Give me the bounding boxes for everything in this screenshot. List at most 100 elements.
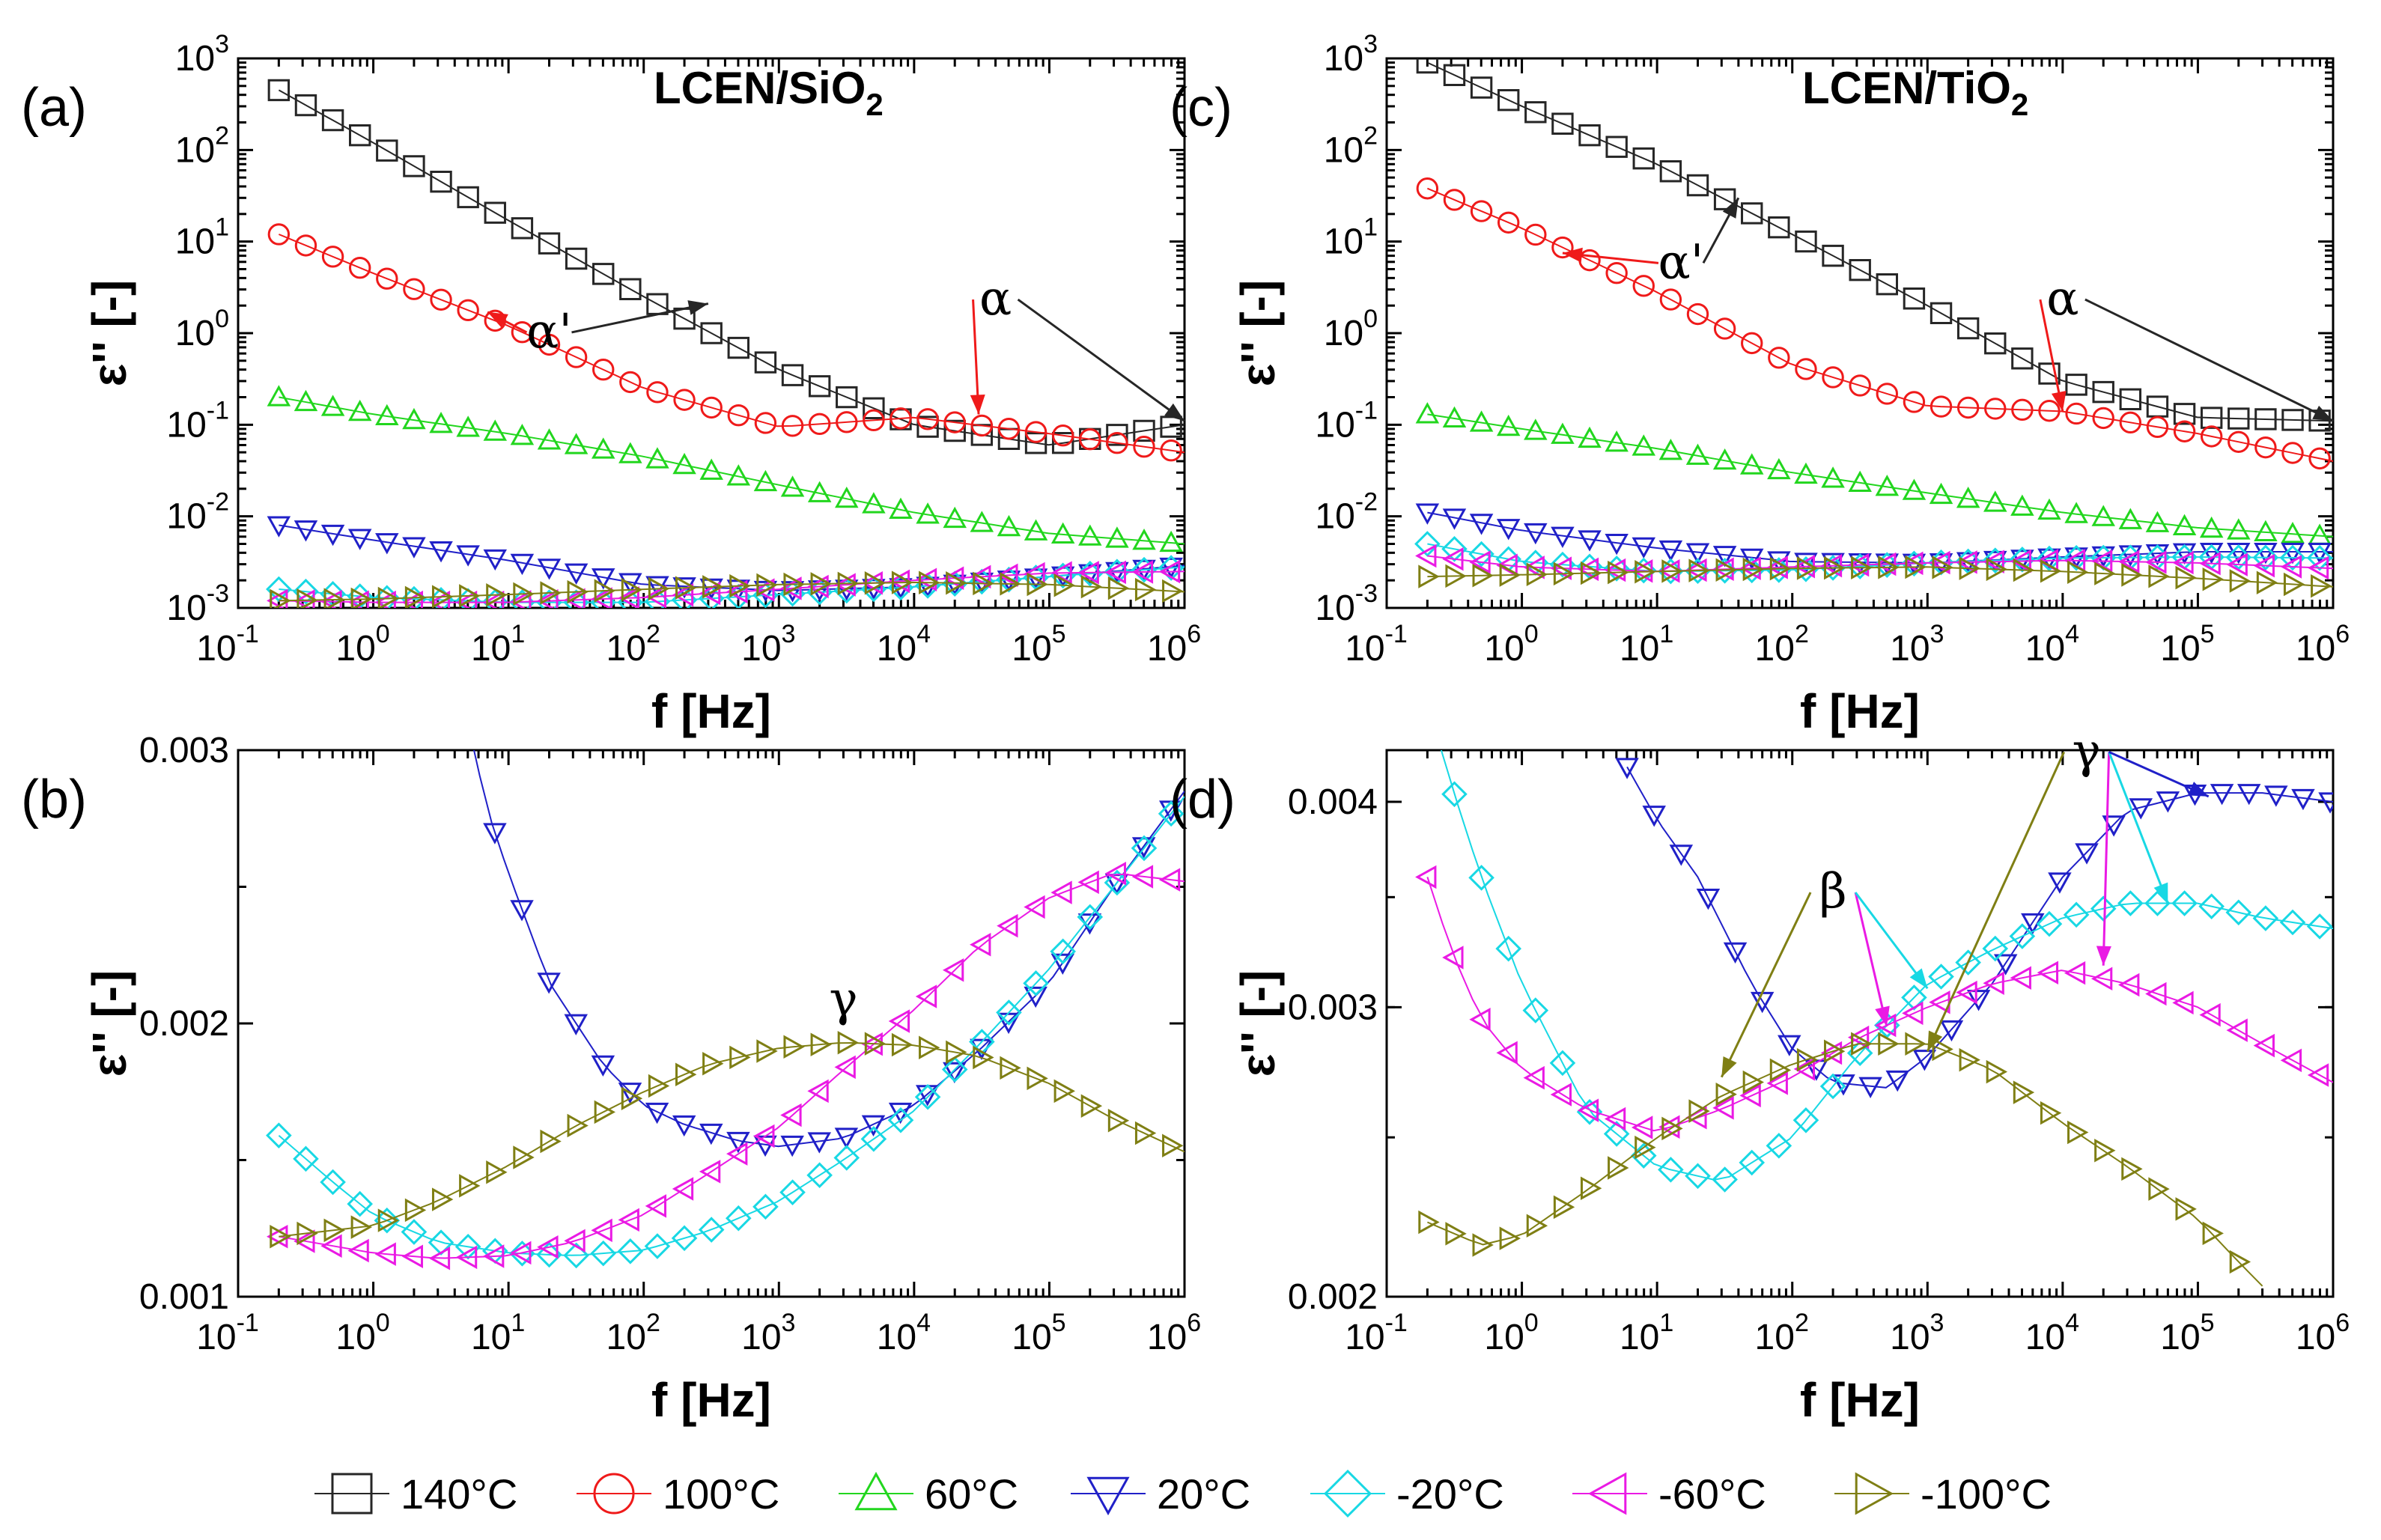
x-tick-label: 10-1 xyxy=(196,620,259,669)
annotation-arrowhead xyxy=(687,300,708,315)
plot-area-a xyxy=(266,79,1185,608)
y-tick-label: 100 xyxy=(1324,305,1378,353)
data-point xyxy=(1824,1039,1846,1064)
data-point xyxy=(1551,526,1575,548)
data-point xyxy=(2118,550,2140,573)
data-point xyxy=(349,124,371,147)
data-point xyxy=(294,94,317,117)
data-point xyxy=(567,579,589,604)
data-point xyxy=(293,578,319,605)
data-point xyxy=(1445,1222,1467,1246)
data-point xyxy=(2010,549,2031,573)
annotation-arrowhead xyxy=(1909,968,1928,989)
data-point xyxy=(2252,905,2279,931)
data-point xyxy=(672,582,694,607)
data-point xyxy=(1632,275,1655,297)
data-point xyxy=(2145,550,2167,574)
x-tick-label: 100 xyxy=(335,1309,389,1357)
data-point xyxy=(1578,426,1602,448)
data-point xyxy=(834,1127,859,1149)
data-point xyxy=(973,571,994,596)
data-point xyxy=(621,1086,643,1110)
data-point xyxy=(510,423,535,445)
data-point xyxy=(1414,531,1441,557)
data-point xyxy=(321,246,344,268)
data-point xyxy=(454,1233,481,1260)
data-point xyxy=(377,586,400,608)
data-point xyxy=(1162,579,1184,603)
annotation-arrowhead xyxy=(487,311,508,328)
data-point xyxy=(429,412,453,433)
annotation-label: α' xyxy=(1658,234,1704,290)
annotation-arrow xyxy=(2108,751,2169,904)
data-point xyxy=(1158,868,1181,892)
plot-frame-d xyxy=(1385,749,2335,1298)
data-point xyxy=(511,217,534,240)
data-point xyxy=(1132,529,1156,550)
data-point xyxy=(1470,200,1493,222)
data-point xyxy=(428,1246,451,1270)
data-point xyxy=(1549,1050,1576,1077)
data-point xyxy=(511,321,534,344)
data-point xyxy=(1956,550,1977,574)
data-point xyxy=(833,1145,860,1171)
data-point xyxy=(1959,1047,1980,1072)
data-point xyxy=(2198,893,2225,919)
data-point xyxy=(403,155,425,177)
data-point xyxy=(457,299,479,322)
data-point xyxy=(349,257,371,279)
data-point xyxy=(294,389,318,412)
annotation-label: α xyxy=(2046,271,2079,326)
data-point xyxy=(483,823,507,844)
data-point xyxy=(1876,383,1899,405)
data-point xyxy=(916,408,939,430)
y-axis-title: ε'' [-] xyxy=(1231,280,1285,387)
data-point xyxy=(401,1244,423,1268)
data-point xyxy=(2119,388,2142,411)
data-point xyxy=(1939,1020,1964,1042)
data-point xyxy=(1686,302,1709,326)
data-point xyxy=(726,464,751,486)
data-point xyxy=(1553,1195,1575,1220)
data-point xyxy=(2094,561,2116,585)
data-point xyxy=(645,447,669,469)
series-line-100C xyxy=(279,234,1185,454)
data-point xyxy=(2253,553,2275,578)
data-point xyxy=(1499,563,1521,587)
data-point xyxy=(2064,502,2088,523)
data-point xyxy=(1824,556,1846,580)
data-point xyxy=(293,1145,319,1172)
data-point xyxy=(2121,563,2143,587)
data-point xyxy=(1766,1071,1788,1095)
data-point xyxy=(1685,1163,1711,1190)
panel-title: LCEN/TiO2 xyxy=(1802,63,2028,122)
series--20C xyxy=(266,796,1185,1269)
annotation: α' xyxy=(1562,197,1740,290)
data-point xyxy=(860,1126,887,1152)
y-tick-label: 100 xyxy=(175,305,229,353)
data-point xyxy=(347,1238,369,1263)
data-point xyxy=(537,973,561,994)
data-point xyxy=(2283,572,2305,597)
data-point xyxy=(2225,899,2252,926)
data-point xyxy=(2121,1157,2143,1181)
data-point xyxy=(565,346,588,368)
data-point xyxy=(2092,407,2114,430)
data-point xyxy=(648,1074,670,1098)
data-point xyxy=(725,1205,752,1232)
data-point xyxy=(2013,558,2035,582)
y-tick-label: 103 xyxy=(175,30,229,79)
data-point xyxy=(1984,332,2007,355)
data-point xyxy=(2038,400,2061,422)
data-point xyxy=(457,186,479,209)
data-point xyxy=(1523,1065,1545,1090)
data-point xyxy=(1580,1176,1602,1200)
data-point xyxy=(1878,556,1900,579)
data-point xyxy=(267,223,291,246)
data-point xyxy=(1849,374,1871,397)
annotation-arrowhead xyxy=(1164,403,1185,421)
data-point xyxy=(672,1115,696,1137)
data-point xyxy=(538,232,561,255)
data-point xyxy=(2171,890,2198,916)
data-point xyxy=(1416,58,1439,74)
